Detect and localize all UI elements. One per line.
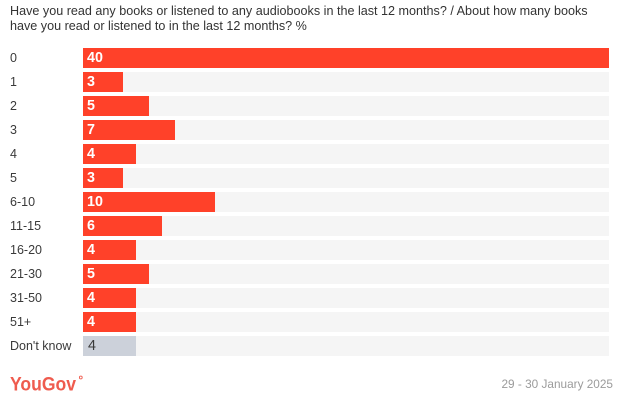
svg-text:YouGov: YouGov	[10, 374, 76, 396]
